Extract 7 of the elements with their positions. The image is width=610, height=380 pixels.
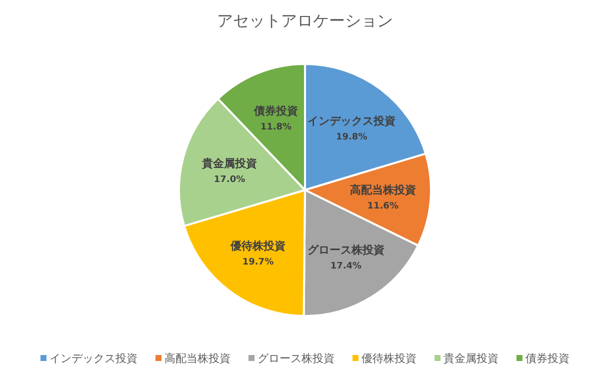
chart-title: アセットアロケーション — [217, 11, 393, 30]
legend-label: 貴金属投資 — [444, 352, 498, 365]
legend-label: 高配当株投資 — [164, 352, 230, 365]
legend-label: 優待株投資 — [362, 352, 416, 365]
legend-label: 債券投資 — [526, 352, 570, 365]
legend-label: グロース株投資 — [258, 352, 334, 365]
legend-label: インデックス投資 — [50, 352, 138, 365]
